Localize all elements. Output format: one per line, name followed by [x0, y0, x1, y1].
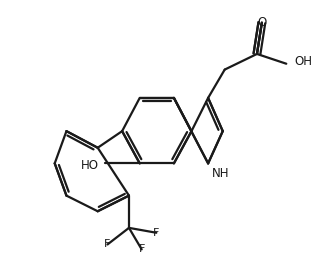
Text: OH: OH	[294, 55, 312, 68]
Text: F: F	[138, 244, 145, 254]
Text: F: F	[104, 239, 111, 249]
Text: F: F	[153, 228, 160, 238]
Text: HO: HO	[81, 159, 99, 172]
Text: NH: NH	[212, 167, 230, 180]
Text: O: O	[257, 16, 267, 29]
